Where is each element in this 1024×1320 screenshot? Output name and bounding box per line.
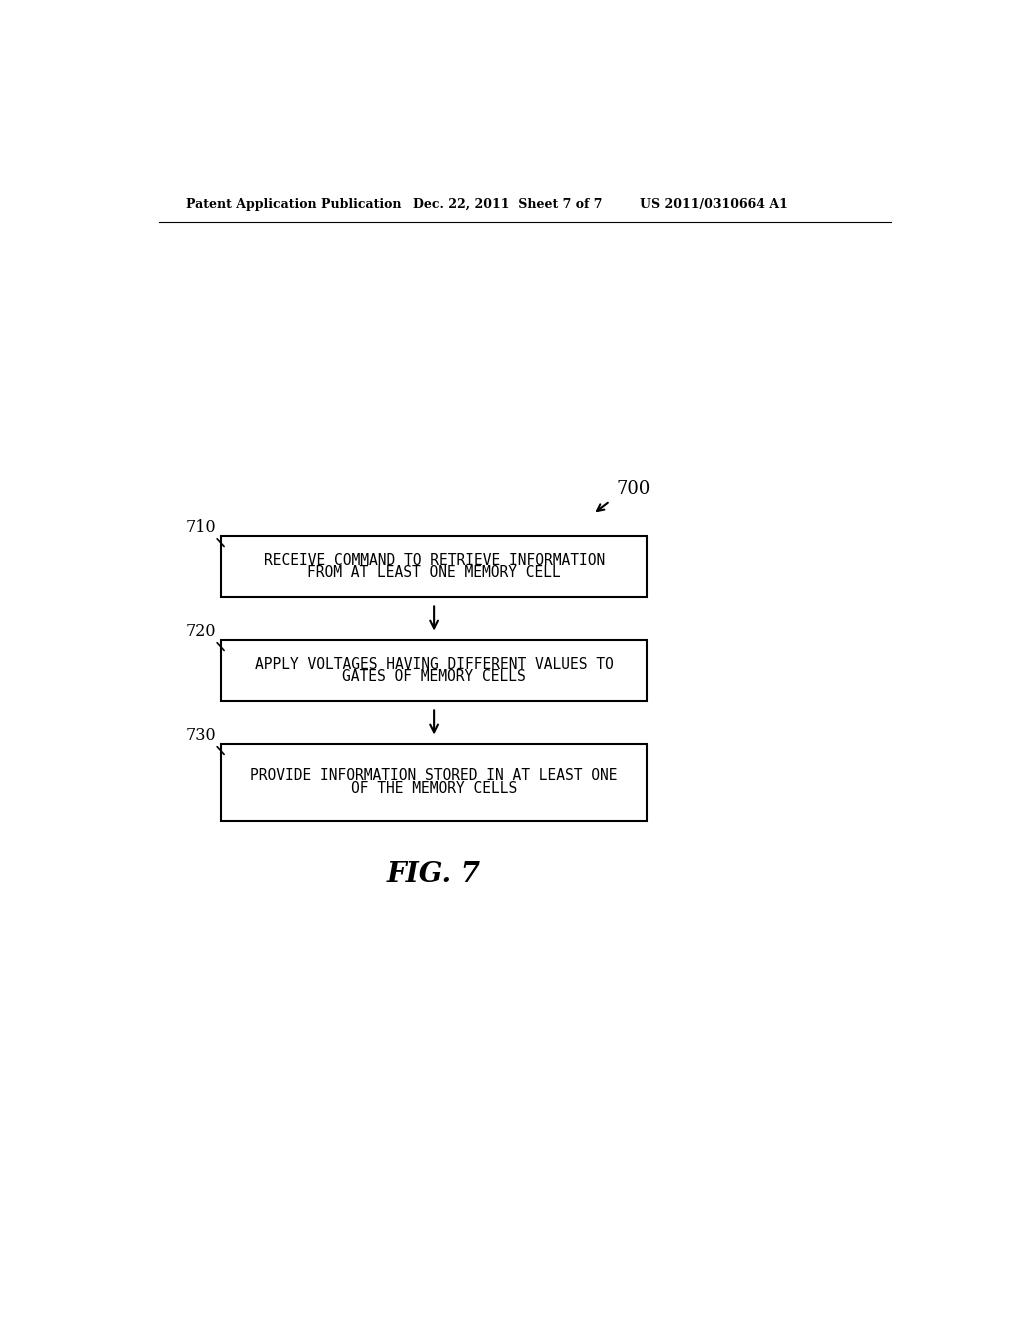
Text: FIG. 7: FIG. 7 bbox=[387, 861, 481, 888]
Text: FROM AT LEAST ONE MEMORY CELL: FROM AT LEAST ONE MEMORY CELL bbox=[307, 565, 561, 581]
Bar bbox=[221, 743, 647, 821]
Bar bbox=[221, 536, 647, 597]
Text: Patent Application Publication: Patent Application Publication bbox=[186, 198, 401, 211]
Text: 710: 710 bbox=[185, 519, 216, 536]
Text: 700: 700 bbox=[616, 480, 650, 499]
Text: OF THE MEMORY CELLS: OF THE MEMORY CELLS bbox=[351, 780, 517, 796]
Text: APPLY VOLTAGES HAVING DIFFERENT VALUES TO: APPLY VOLTAGES HAVING DIFFERENT VALUES T… bbox=[255, 657, 613, 672]
Bar bbox=[221, 640, 647, 701]
Text: 730: 730 bbox=[185, 726, 216, 743]
Text: RECEIVE COMMAND TO RETRIEVE INFORMATION: RECEIVE COMMAND TO RETRIEVE INFORMATION bbox=[263, 553, 605, 568]
Text: 720: 720 bbox=[185, 623, 216, 640]
Text: GATES OF MEMORY CELLS: GATES OF MEMORY CELLS bbox=[342, 669, 526, 684]
Text: US 2011/0310664 A1: US 2011/0310664 A1 bbox=[640, 198, 787, 211]
Text: Dec. 22, 2011  Sheet 7 of 7: Dec. 22, 2011 Sheet 7 of 7 bbox=[414, 198, 603, 211]
Text: PROVIDE INFORMATION STORED IN AT LEAST ONE: PROVIDE INFORMATION STORED IN AT LEAST O… bbox=[251, 768, 617, 784]
